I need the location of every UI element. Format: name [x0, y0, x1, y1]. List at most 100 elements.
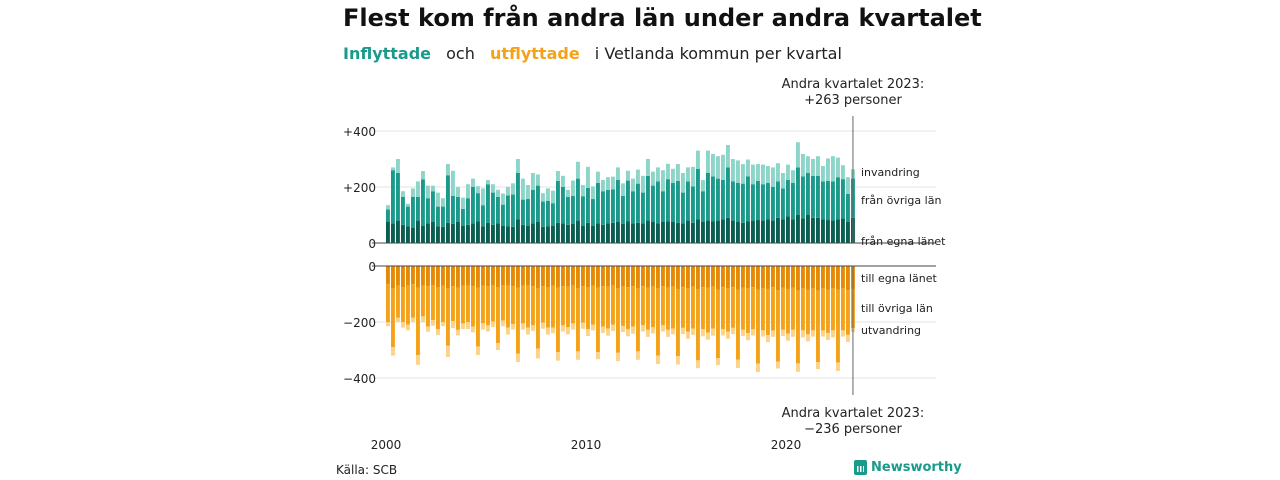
bar-in-immigration	[416, 181, 420, 197]
bar-in-other-counties	[771, 187, 775, 221]
bar-out-emigration	[721, 329, 725, 336]
bar-in-own-county	[411, 227, 415, 243]
bar-in-other-counties	[636, 183, 640, 223]
bar-in-immigration	[626, 170, 630, 181]
bar-in-other-counties	[656, 181, 660, 224]
bar-in-immigration	[496, 189, 500, 197]
bar-out-other-counties	[806, 289, 810, 335]
bar-out-other-counties	[611, 285, 615, 325]
bar-in-own-county	[436, 226, 440, 243]
bar-in-other-counties	[426, 198, 430, 224]
bar-out-emigration	[526, 327, 530, 335]
bar-out-other-counties	[651, 286, 655, 328]
bar-out-other-counties	[736, 289, 740, 360]
bar-in-own-county	[561, 223, 565, 243]
bar-out-emigration	[686, 331, 690, 339]
bar-in-other-counties	[446, 175, 450, 223]
bar-in-own-county	[711, 221, 715, 243]
chart-subtitle: Inflyttade och utflyttade i Vetlanda kom…	[343, 44, 852, 63]
bar-out-own-county	[701, 266, 705, 288]
bar-out-emigration	[766, 335, 770, 343]
bar-out-own-county	[431, 266, 435, 286]
bar-out-own-county	[656, 266, 660, 289]
bar-in-other-counties	[471, 187, 475, 224]
bar-in-other-counties	[516, 173, 520, 220]
bar-out-emigration	[726, 331, 730, 339]
bar-in-own-county	[756, 220, 760, 243]
bar-out-own-county	[516, 266, 520, 288]
bar-in-own-county	[736, 222, 740, 243]
bar-in-own-county	[591, 225, 595, 243]
bar-out-emigration	[846, 334, 850, 342]
bar-in-immigration	[551, 190, 555, 204]
bar-in-other-counties	[441, 206, 445, 227]
bar-in-immigration	[751, 164, 755, 185]
bar-out-own-county	[536, 266, 540, 289]
bar-in-immigration	[631, 178, 635, 192]
bar-in-other-counties	[631, 191, 635, 224]
bar-in-other-counties	[566, 196, 570, 225]
bar-out-other-counties	[481, 285, 485, 324]
bar-out-other-counties	[406, 285, 410, 325]
bar-in-immigration	[541, 193, 545, 202]
bar-out-emigration	[586, 329, 590, 336]
bar-out-emigration	[771, 330, 775, 337]
bar-in-other-counties	[616, 180, 620, 222]
bar-out-other-counties	[826, 289, 830, 333]
bar-out-own-county	[496, 266, 500, 287]
bar-in-own-county	[556, 222, 560, 243]
bar-in-immigration	[536, 174, 540, 186]
bar-in-other-counties	[696, 168, 700, 220]
bar-out-other-counties	[596, 287, 600, 353]
bar-in-own-county	[831, 220, 835, 243]
bar-out-emigration	[711, 328, 715, 336]
bar-in-own-county	[696, 219, 700, 243]
bar-out-own-county	[561, 266, 565, 287]
bar-out-other-counties	[621, 286, 625, 326]
bar-out-emigration	[666, 329, 670, 337]
bar-in-own-county	[416, 220, 420, 243]
bar-out-other-counties	[571, 285, 575, 324]
bar-in-own-county	[446, 222, 450, 243]
bar-in-other-counties	[576, 178, 580, 221]
bar-in-own-county	[766, 219, 770, 243]
bar-out-own-county	[416, 266, 420, 288]
bar-in-immigration	[806, 156, 810, 173]
bar-in-other-counties	[786, 180, 790, 217]
bar-in-immigration	[676, 164, 680, 181]
bar-in-own-county	[546, 226, 550, 243]
bar-out-other-counties	[836, 289, 840, 363]
bar-in-own-county	[776, 217, 780, 243]
bar-out-emigration	[811, 330, 815, 337]
bar-out-emigration	[401, 322, 405, 328]
bar-out-emigration	[516, 353, 520, 363]
bar-out-other-counties	[491, 285, 495, 322]
bar-out-emigration	[621, 325, 625, 333]
bar-in-other-counties	[811, 175, 815, 218]
bar-out-other-counties	[416, 287, 420, 356]
bar-in-other-counties	[486, 184, 490, 223]
bar-out-own-county	[476, 266, 480, 288]
bar-out-emigration	[796, 363, 800, 372]
bar-out-emigration	[421, 316, 425, 322]
bar-out-other-counties	[691, 286, 695, 329]
bar-out-other-counties	[401, 287, 405, 322]
bar-in-own-county	[676, 222, 680, 243]
bar-in-immigration	[696, 150, 700, 169]
bar-out-own-county	[446, 266, 450, 289]
bar-out-other-counties	[386, 284, 390, 322]
bar-out-other-counties	[646, 287, 650, 330]
bar-in-own-county	[496, 223, 500, 243]
bar-out-emigration	[821, 330, 825, 337]
bar-in-immigration	[641, 175, 645, 193]
bar-out-other-counties	[426, 286, 430, 327]
bar-out-other-counties	[671, 286, 675, 329]
chart-title: Flest kom från andra län under andra kva…	[343, 4, 982, 32]
bar-in-immigration	[771, 167, 775, 187]
bar-in-own-county	[521, 224, 525, 243]
bar-in-own-county	[391, 223, 395, 243]
bar-in-own-county	[576, 220, 580, 243]
bar-out-other-counties	[626, 287, 630, 330]
bar-in-immigration	[546, 188, 550, 201]
